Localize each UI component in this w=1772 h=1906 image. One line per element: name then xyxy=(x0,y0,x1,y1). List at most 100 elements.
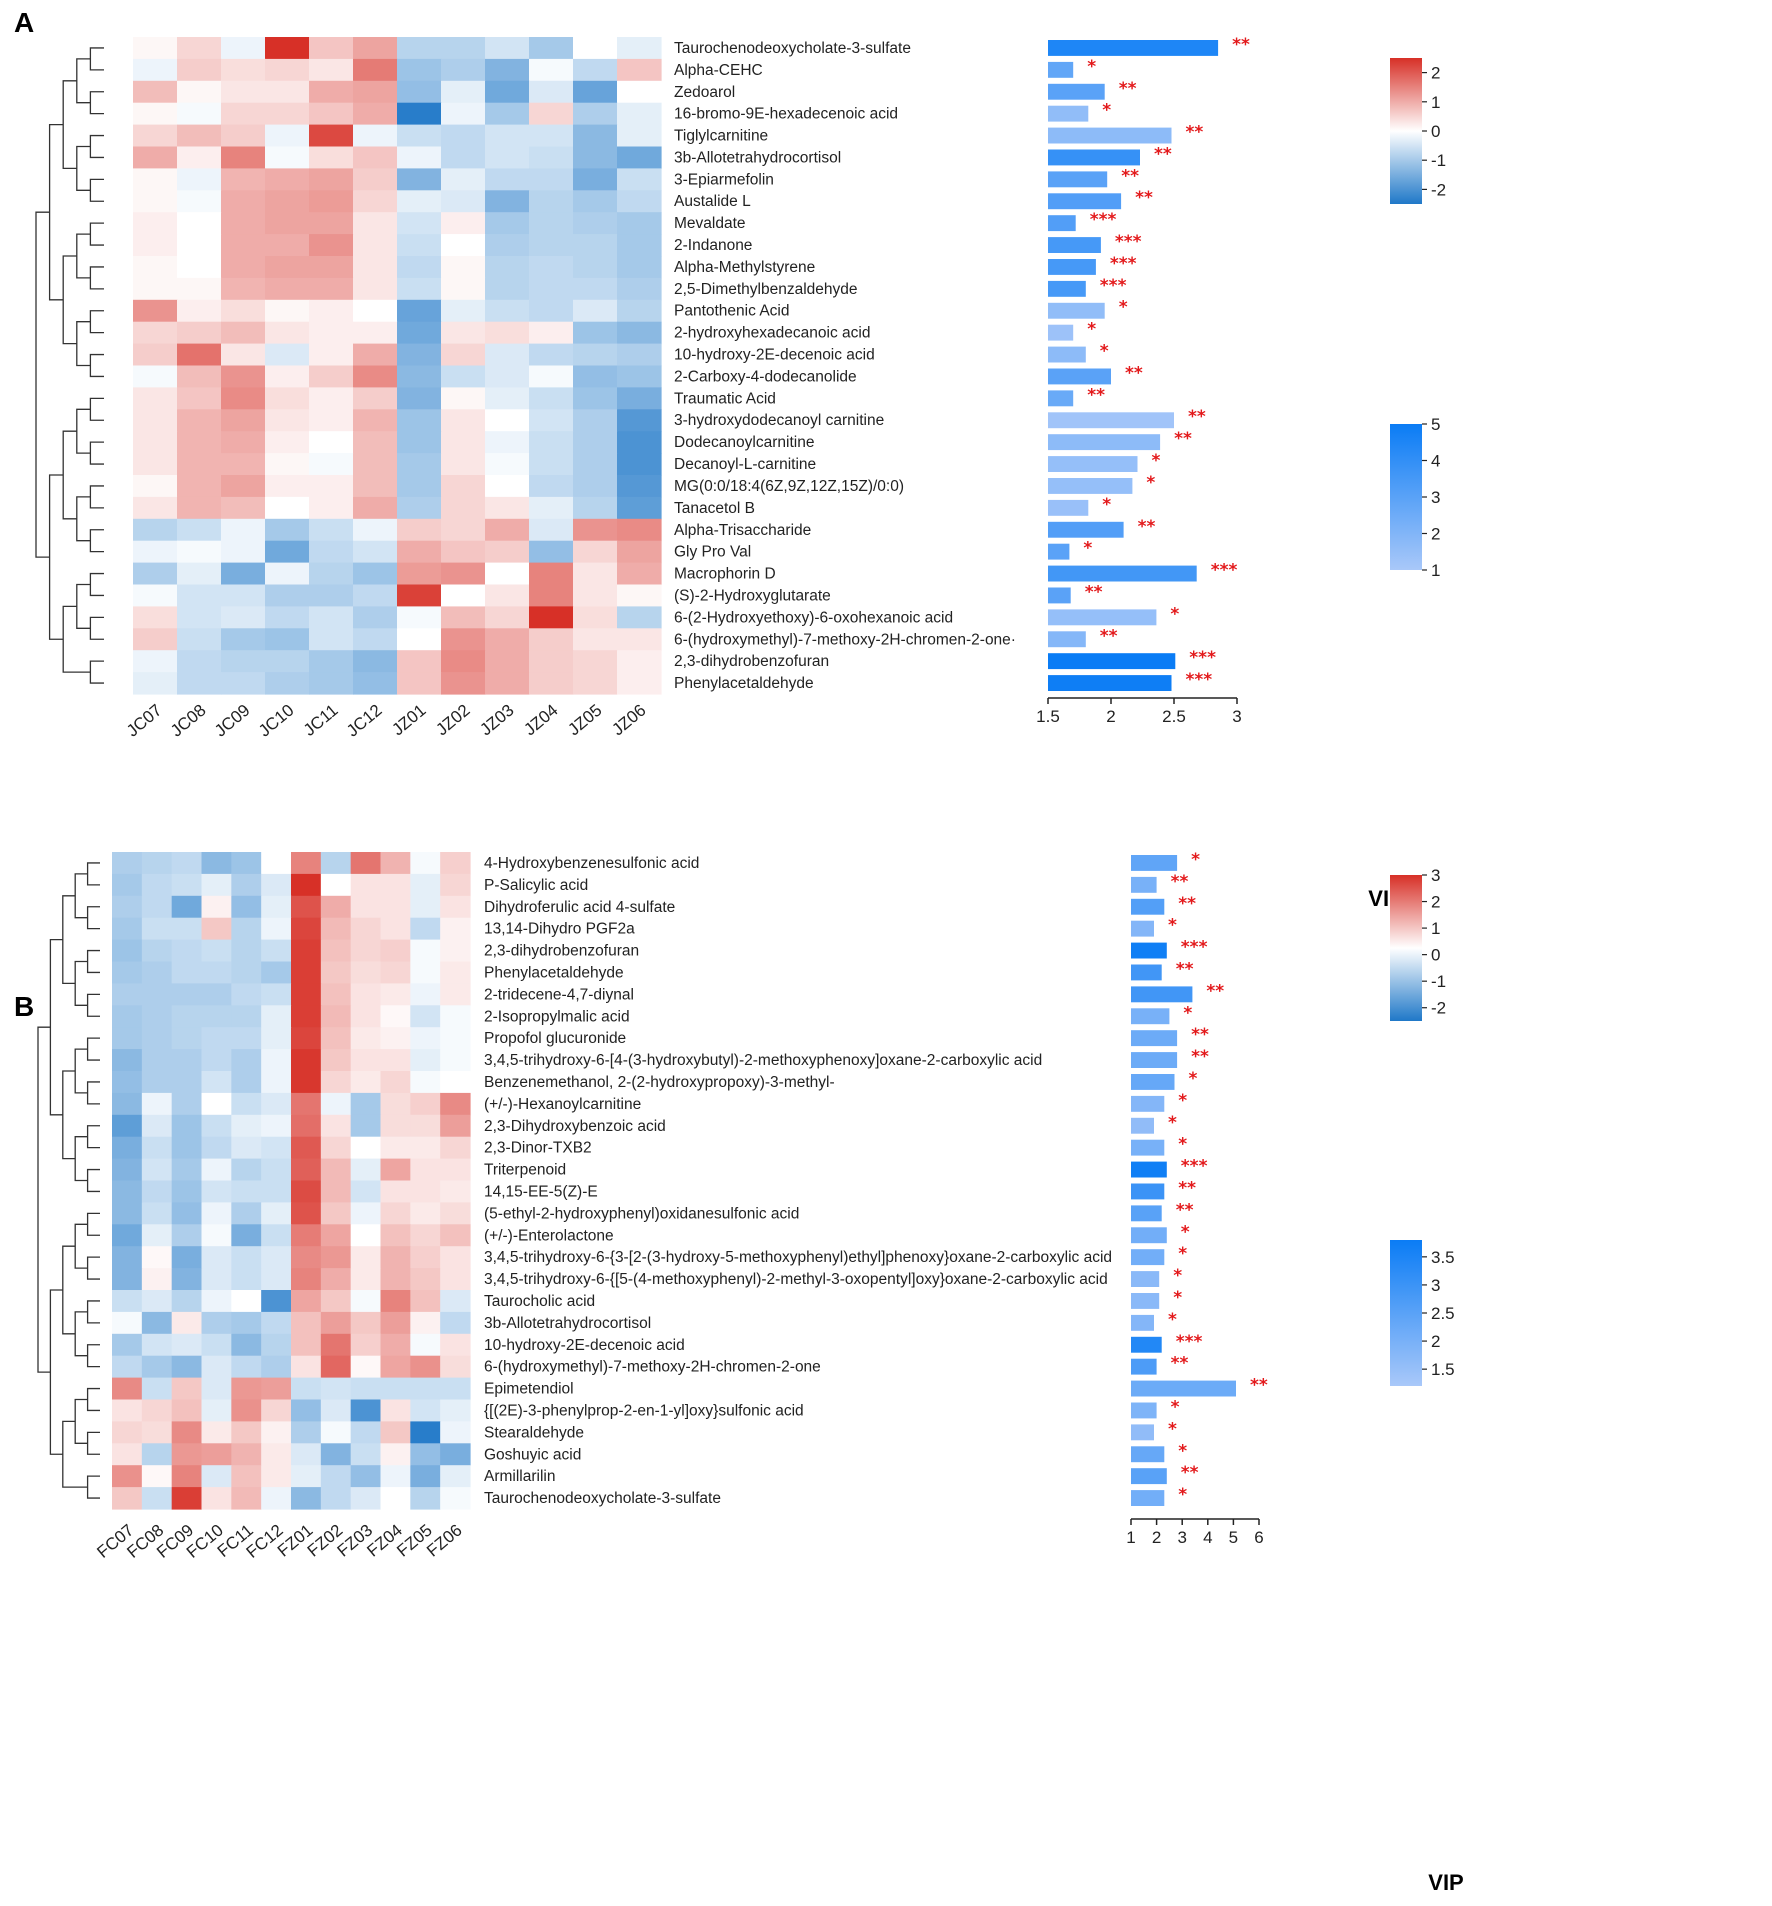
heatmap-cell xyxy=(397,628,442,651)
vip-bar xyxy=(1131,855,1178,871)
heatmap-cell xyxy=(133,80,178,104)
dendrogram-branch xyxy=(89,310,104,334)
metabolite-label: Taurochenodeoxycholate-3-sulfate xyxy=(484,1490,721,1507)
heatmap-cell xyxy=(231,873,262,897)
heatmap-cell xyxy=(221,102,266,126)
dendrogram-branch xyxy=(89,660,104,684)
heatmap-cell xyxy=(112,1487,143,1510)
heatmap-cell xyxy=(112,1180,143,1203)
heatmap-cell xyxy=(265,387,310,410)
heatmap-cell xyxy=(320,1114,352,1138)
heatmap-cell xyxy=(177,190,222,213)
heatmap-cell xyxy=(529,168,574,191)
vip-bar xyxy=(1048,193,1122,210)
significance-stars: ** xyxy=(1154,144,1172,164)
heatmap-cell xyxy=(112,1049,143,1072)
metabolite-label: 2,5-Dimethylbenzaldehyde xyxy=(674,281,858,298)
heatmap-cell xyxy=(397,234,442,257)
heatmap-cell xyxy=(441,256,486,279)
heatmap-cell xyxy=(320,1290,352,1313)
vip-bar xyxy=(1131,942,1167,959)
vip-bar xyxy=(1048,499,1089,516)
heatmap-cell xyxy=(221,321,266,345)
heatmap-cell xyxy=(485,431,530,454)
significance-stars: * xyxy=(1178,1441,1187,1461)
heatmap-cell xyxy=(177,672,222,695)
dendrogram-branch xyxy=(48,123,64,301)
metabolite-label: 16-bromo-9E-hexadecenoic acid xyxy=(674,106,898,123)
heatmap-cell xyxy=(261,983,292,1006)
heatmap-cell xyxy=(291,895,322,919)
heatmap-cell xyxy=(309,321,354,345)
dendrogram-branch xyxy=(86,1037,100,1061)
heatmap-cell xyxy=(261,1443,292,1466)
dendrogram-branch xyxy=(74,1311,88,1357)
heatmap-cell xyxy=(485,168,530,191)
heatmap-cell xyxy=(440,939,471,963)
heatmap-cell xyxy=(397,146,442,169)
heatmap-cell xyxy=(291,1333,322,1357)
heatmap-cell xyxy=(221,365,266,388)
heatmap-cell xyxy=(350,1333,382,1357)
heatmap-cell xyxy=(177,365,222,388)
heat-legend-label: -1 xyxy=(1431,151,1446,170)
heatmap-cell xyxy=(261,1005,292,1028)
heat-legend-bar xyxy=(1390,58,1422,204)
significance-stars: ** xyxy=(1087,385,1105,405)
heatmap-cell xyxy=(441,431,486,454)
heatmap-cell xyxy=(231,1180,262,1203)
heatmap-cell xyxy=(573,234,618,257)
heatmap-cell xyxy=(441,387,486,410)
heatmap-cell xyxy=(309,606,354,629)
heatmap-cell xyxy=(133,409,178,432)
heatmap-cell xyxy=(265,540,310,564)
heatmap-cell xyxy=(133,102,178,126)
heatmap-cell xyxy=(380,1268,411,1291)
heat-legend-label: 1 xyxy=(1431,919,1440,938)
heatmap-cell xyxy=(441,190,486,213)
vip-bar xyxy=(1131,1161,1167,1178)
heatmap-cell xyxy=(112,1246,143,1269)
vip-bar xyxy=(1048,346,1086,363)
heatmap-cell xyxy=(485,277,530,301)
heatmap-cell xyxy=(261,1487,292,1510)
heatmap-cell xyxy=(380,1443,411,1466)
vip-axis-title-b: VIP xyxy=(1428,1870,1463,1895)
vip-bar xyxy=(1131,986,1193,1003)
heatmap-cell xyxy=(441,628,486,651)
vip-tick-label: 3 xyxy=(1232,707,1241,726)
heatmap-cell xyxy=(133,387,178,410)
heatmap-cell xyxy=(440,1158,471,1182)
vip-tick-label: 2 xyxy=(1106,707,1115,726)
significance-stars: ** xyxy=(1206,981,1224,1001)
heatmap-cell xyxy=(353,628,398,651)
heatmap-cell xyxy=(617,606,662,629)
heatmap-cell xyxy=(171,1092,203,1116)
heatmap-cell xyxy=(529,234,574,257)
heatmap-cell xyxy=(177,518,222,542)
vip-bar xyxy=(1131,1205,1162,1222)
heatmap-cell xyxy=(410,1114,441,1138)
metabolite-label: Dihydroferulic acid 4-sulfate xyxy=(484,899,675,916)
heatmap-cell xyxy=(380,1158,411,1182)
metabolite-label: Alpha-CEHC xyxy=(674,62,763,79)
heatmap-cell xyxy=(485,409,530,432)
dendrogram-branch xyxy=(86,1475,100,1499)
heatmap-cell xyxy=(353,650,398,673)
significance-stars: ** xyxy=(1174,429,1192,449)
heatmap-cell xyxy=(133,453,178,476)
heatmap-cell xyxy=(397,562,442,586)
vip-bar xyxy=(1048,280,1086,297)
vip-bar xyxy=(1048,105,1089,122)
heatmap-cell xyxy=(171,1136,203,1160)
heatmap-cell xyxy=(380,1180,411,1203)
heatmap-cell xyxy=(485,37,530,60)
heatmap-cell xyxy=(201,1377,232,1401)
vip-bar xyxy=(1048,368,1111,385)
heatmap-cell xyxy=(485,453,530,476)
vip-bar xyxy=(1048,171,1108,188)
heatmap-cell xyxy=(201,1092,232,1116)
heatmap-cell xyxy=(410,1158,441,1182)
heatmap-cell xyxy=(529,190,574,213)
heatmap-cell xyxy=(231,1158,262,1182)
